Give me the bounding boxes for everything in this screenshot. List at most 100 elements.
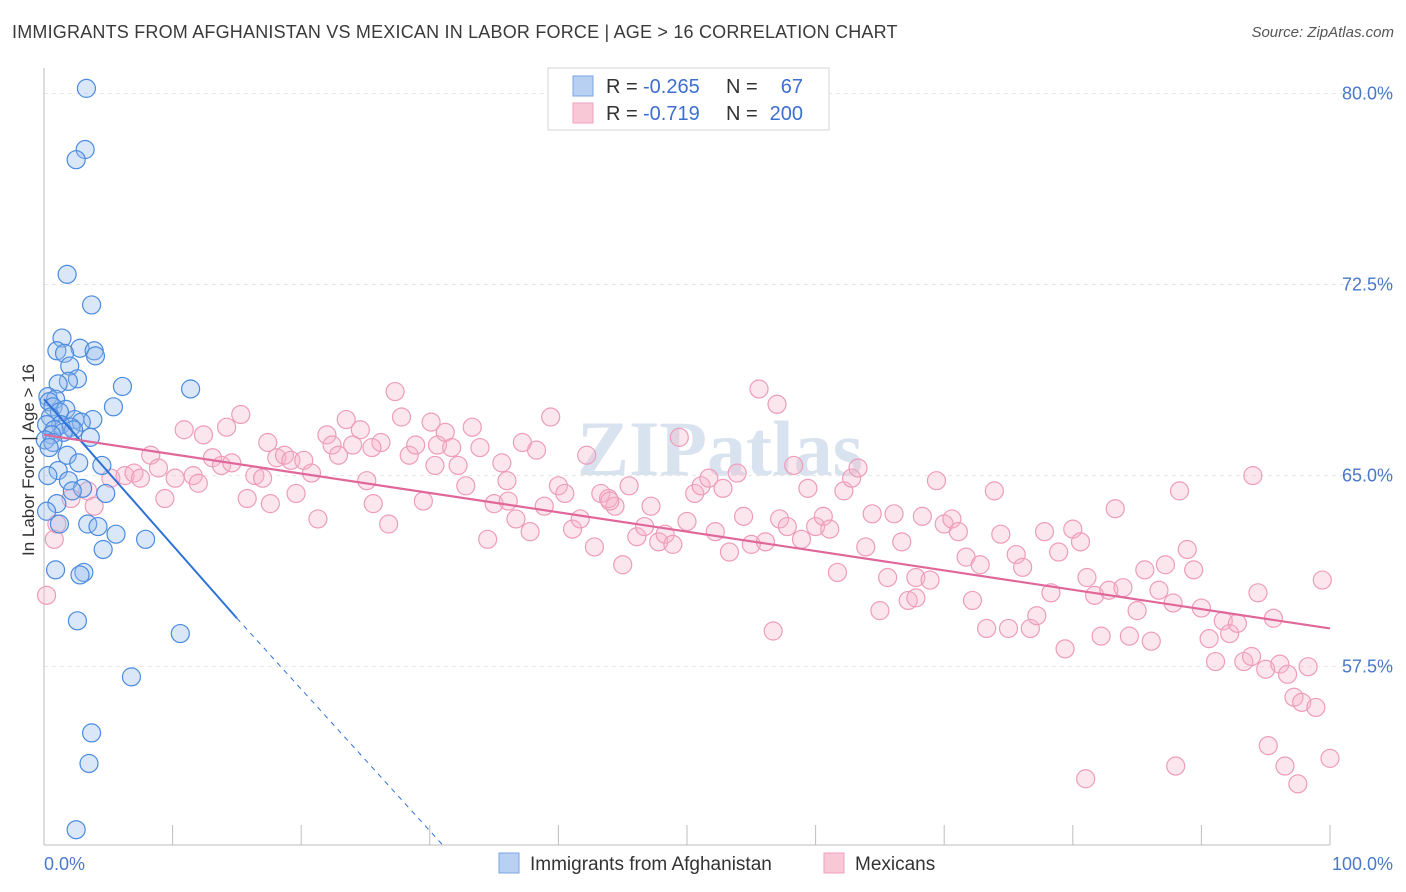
mexicans-point-161 <box>1227 613 1248 633</box>
y-tick-labels: 80.0% 72.5% 65.0% 57.5% <box>1342 83 1393 676</box>
mexicans-point-125 <box>970 555 990 575</box>
afghanistan-point-52 <box>88 516 108 537</box>
series-swatch-mexicans <box>823 852 845 874</box>
mexicans-point-63 <box>526 440 547 460</box>
mexicans-point-48 <box>421 412 441 432</box>
afghanistan-trend-line <box>43 398 238 619</box>
afghanistan-point-62 <box>81 723 102 743</box>
mexicans-point-179 <box>1076 769 1096 789</box>
afghanistan-trend-extension <box>236 617 444 846</box>
mexicans-point-116 <box>906 567 926 588</box>
gridlines <box>44 92 1392 668</box>
mexicans-point-180 <box>1243 466 1263 486</box>
mexicans-point-187 <box>425 455 445 476</box>
mexicans-point-148 <box>1135 560 1155 580</box>
mexicans-point-64 <box>534 496 554 516</box>
mexicans-point-107 <box>842 468 862 488</box>
mexicans-point-74 <box>605 496 625 516</box>
mexicans-point-43 <box>385 381 405 402</box>
mexicans-point-135 <box>1041 583 1061 603</box>
mexicans-point-136 <box>1049 542 1069 562</box>
mexicans-point-97 <box>769 509 790 529</box>
mexicans-point-100 <box>791 529 812 549</box>
mexicans-point-38 <box>350 420 370 440</box>
mexicans-point-26 <box>267 448 287 468</box>
afghanistan-point-61 <box>121 667 142 687</box>
mexicans-point-16 <box>193 425 214 445</box>
mexicans-point-29 <box>286 483 306 504</box>
mexicans-point-33 <box>317 425 337 445</box>
x-tick-label-0: 0.0% <box>44 854 85 874</box>
series-label-afghanistan: Immigrants from Afghanistan <box>530 854 772 875</box>
mexicans-point-142 <box>1091 626 1111 646</box>
legend-swatch-pink <box>572 102 594 124</box>
mexicans-point-51 <box>442 437 462 458</box>
mexicans-point-58 <box>492 453 512 473</box>
legend-r-value-2: -0.719 <box>643 103 700 125</box>
mexicans-point-37 <box>343 435 363 455</box>
afghanistan-point-60 <box>170 623 190 644</box>
mexicans-point-114 <box>892 532 912 552</box>
mexicans-point-163 <box>1241 646 1262 667</box>
afghanistan-point-48 <box>47 494 67 514</box>
mexicans-point-108 <box>848 458 868 478</box>
mexicans-point-96 <box>763 621 783 641</box>
legend-n-value-2: 200 <box>770 103 803 125</box>
y-axis-title: In Labor Force | Age > 16 <box>19 364 38 556</box>
mexicans-point-80 <box>649 532 669 552</box>
mexicans-point-1 <box>44 529 64 549</box>
mexicans-point-25 <box>260 494 280 514</box>
mexicans-point-110 <box>862 504 882 524</box>
mexicans-point-45 <box>399 445 419 465</box>
afghanistan-point-47 <box>96 483 116 504</box>
mexicans-point-113 <box>884 504 904 524</box>
afghanistan-point-0 <box>76 78 97 98</box>
mexicans-point-54 <box>462 417 482 437</box>
afghanistan-point-64 <box>66 820 86 840</box>
afghanistan-point-4 <box>81 295 102 315</box>
mexicans-point-32 <box>308 509 328 529</box>
afghanistan-point-3 <box>57 264 77 284</box>
watermark: ZIPatlas <box>577 405 863 492</box>
afghanistan-point-9 <box>54 343 75 363</box>
mexicans-point-39 <box>357 471 377 491</box>
afghanistan-point-46 <box>62 481 82 501</box>
mexicans-point-53 <box>456 476 476 496</box>
mexicans-point-36 <box>336 409 356 430</box>
mexicans-point-21 <box>231 404 251 425</box>
mexicans-point-153 <box>1169 481 1190 501</box>
mexicans-point-109 <box>856 537 876 557</box>
x-tick-labels: 0.0% 100.0% <box>44 854 1393 874</box>
mexicans-point-77 <box>627 527 647 547</box>
mexicans-point-154 <box>1177 539 1197 560</box>
mexicans-point-172 <box>1306 697 1326 718</box>
legend-n-label-1: N = <box>726 76 758 98</box>
mexicans-point-79 <box>641 496 661 516</box>
mexicans-point-185 <box>188 473 208 493</box>
afghanistan-point-15 <box>112 376 133 397</box>
mexicans-point-42 <box>379 514 399 534</box>
mexicans-point-47 <box>413 491 433 511</box>
mexicans-point-66 <box>548 476 569 496</box>
afghanistan-point-63 <box>79 753 99 774</box>
mexicans-point-87 <box>699 468 719 488</box>
mexicans-point-188 <box>767 394 787 414</box>
mexicans-point-111 <box>870 601 890 621</box>
mexicans-point-13 <box>165 468 185 488</box>
mexicans-point-82 <box>663 534 683 554</box>
mexicans-point-9 <box>130 468 151 488</box>
afghanistan-point-2 <box>66 150 86 170</box>
mexicans-point-184 <box>362 437 382 458</box>
mexicans-point-147 <box>1127 601 1147 621</box>
mexicans-point-86 <box>691 476 711 496</box>
mexicans-point-176 <box>1275 756 1295 776</box>
mexicans-point-145 <box>1113 578 1133 598</box>
mexicans-point-149 <box>1141 631 1161 651</box>
mexicans-point-105 <box>827 562 848 583</box>
mexicans-point-182 <box>600 491 620 511</box>
mexicans-point-137 <box>1055 639 1075 659</box>
afghanistan-point-55 <box>93 539 113 560</box>
mexicans-point-117 <box>912 506 932 526</box>
afghanistan-point-19 <box>39 392 59 412</box>
series-label-mexicans: Mexicans <box>855 854 935 875</box>
